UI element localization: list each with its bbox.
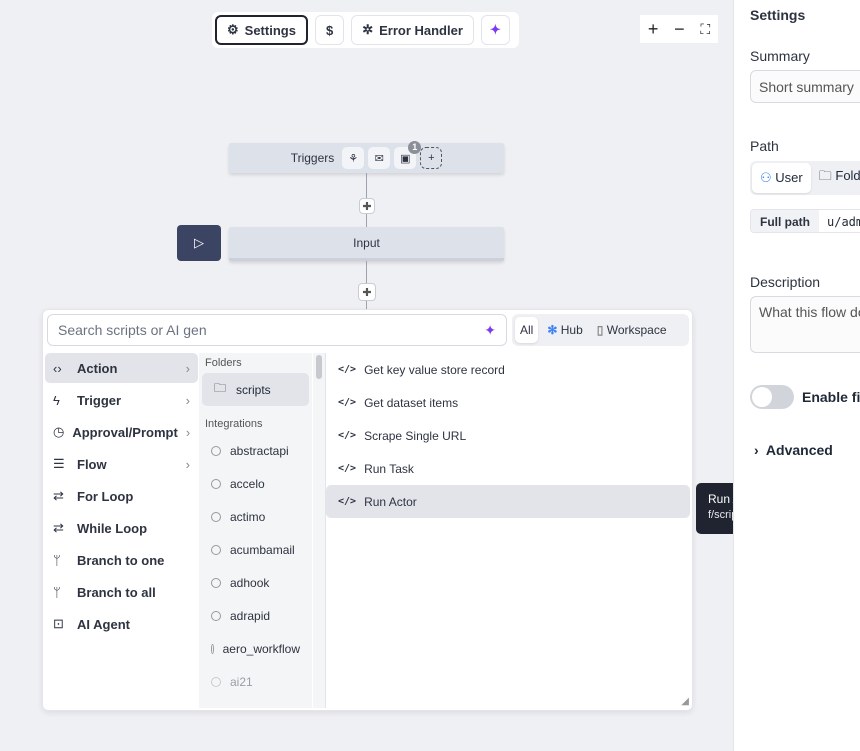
full-path-value[interactable]: u/admin	[827, 215, 860, 229]
integration-item[interactable]: ai21	[199, 665, 312, 698]
integration-icon	[211, 676, 221, 687]
insert-step-button[interactable]: ✚	[358, 283, 376, 301]
description-input[interactable]: What this flow does	[750, 296, 860, 353]
integration-item[interactable]: adrapid	[199, 599, 312, 632]
search-input[interactable]: Search scripts or AI gen ✦	[47, 314, 507, 346]
folder-icon: 🗀	[818, 168, 832, 183]
folders-column: Folders 🗀 scripts Integrations abstractap…	[199, 353, 312, 708]
triggers-node[interactable]: Triggers ⚘ ✉ ▣ 1 +	[229, 141, 504, 173]
script-item[interactable]: </> Run Actor	[326, 485, 690, 518]
category-while-loop[interactable]: ⇄ While Loop	[53, 520, 148, 536]
category-approval-prompt[interactable]: ◷ Approval/Prompt ›	[53, 424, 191, 440]
integration-item[interactable]: actimo	[199, 500, 312, 533]
script-item[interactable]: </> Get key value store record	[338, 362, 505, 377]
filter-hub[interactable]: ✻ Hub	[547, 323, 583, 337]
step-picker-popover: Search scripts or AI gen ✦ All ✻ Hub ▯ Wo…	[42, 309, 693, 711]
advanced-toggle[interactable]: › Advanced	[754, 442, 833, 458]
category-branch-to-one[interactable]: ᛘ Branch to one	[53, 552, 165, 568]
git-branch-icon: ᛘ	[53, 584, 61, 600]
integration-icon	[211, 577, 221, 588]
code-icon: </>	[338, 397, 357, 408]
chevron-right-icon: ›	[185, 424, 191, 440]
zoom-controls: + − ⛶	[640, 15, 718, 43]
integration-icon	[211, 511, 221, 522]
menu-icon: ☰	[53, 456, 65, 471]
script-item[interactable]: </> Run Task	[338, 461, 414, 476]
user-icon: ⚇	[760, 170, 772, 185]
input-node[interactable]: Input	[229, 227, 504, 261]
settings-panel: Settings Summary Short summary Path ⚇ Us…	[733, 0, 860, 751]
category-trigger[interactable]: ϟ Trigger ›	[53, 392, 190, 408]
script-item[interactable]: </> Scrape Single URL	[338, 428, 467, 443]
integration-item[interactable]: accelo	[199, 467, 312, 500]
zoom-in-button[interactable]: +	[647, 18, 659, 39]
trigger-count-badge: 1	[408, 141, 422, 154]
filter-workspace[interactable]: ▯ Workspace	[596, 323, 667, 337]
test-flow-button[interactable]: ▷	[177, 225, 221, 261]
category-flow[interactable]: ☰ Flow ›	[53, 456, 190, 472]
code-icon: ‹›	[53, 360, 62, 376]
filter-all[interactable]: All	[515, 317, 539, 343]
code-icon: </>	[338, 463, 357, 474]
integration-icon	[211, 445, 221, 456]
check-circle-icon: ◷	[53, 424, 65, 439]
hub-icon: ✻	[547, 323, 558, 337]
folder-scripts[interactable]: 🗀 scripts	[202, 373, 309, 406]
fit-view-button[interactable]: ⛶	[700, 20, 711, 37]
chevron-right-icon: ›	[185, 360, 190, 376]
code-icon: </>	[338, 364, 357, 375]
scrollbar[interactable]	[313, 353, 326, 708]
code-icon: </>	[338, 496, 357, 507]
bug-icon: ✲	[362, 22, 374, 37]
chevron-right-icon: ›	[185, 456, 190, 472]
repeat-icon: ⇄	[53, 488, 64, 503]
source-filter: All ✻ Hub ▯ Workspace	[512, 314, 689, 346]
folder-icon: 🗀	[214, 381, 227, 395]
workspace-icon: ▯	[596, 323, 604, 337]
mail-icon[interactable]: ✉	[368, 147, 391, 169]
bot-icon: ⊡	[53, 616, 64, 631]
calendar-icon[interactable]: ▣ 1	[394, 141, 422, 169]
repeat-icon: ⇄	[53, 520, 64, 535]
integration-icon	[211, 643, 214, 654]
script-item[interactable]: </> Get dataset items	[338, 395, 459, 410]
category-action[interactable]: ‹› Action ›	[45, 353, 198, 383]
settings-button[interactable]: ⚙ Settings	[215, 15, 308, 45]
insert-step-button[interactable]: ✚	[359, 198, 375, 214]
cost-button[interactable]: $	[314, 15, 345, 45]
integration-icon	[211, 610, 221, 621]
category-ai-agent[interactable]: ⊡ AI Agent	[53, 616, 130, 632]
panel-title: Settings	[750, 7, 806, 23]
flow-toolbar: ⚙ Settings $ ✲ Error Handler ✦	[212, 12, 519, 48]
category-for-loop[interactable]: ⇄ For Loop	[53, 488, 134, 504]
ai-wand-button[interactable]: ✦	[480, 15, 510, 45]
path-folder-tab[interactable]: 🗀 Folder	[818, 168, 860, 183]
integration-item[interactable]: aero_workflow	[199, 632, 312, 665]
zap-icon: ϟ	[53, 392, 60, 408]
integration-icon	[211, 478, 221, 489]
error-handler-button[interactable]: ✲ Error Handler	[351, 15, 474, 45]
category-branch-to-all[interactable]: ᛘ Branch to all	[53, 584, 156, 600]
ai-wand-icon[interactable]: ✦	[484, 321, 496, 338]
chevron-right-icon: ›	[185, 392, 190, 408]
integration-item[interactable]: abstractapi	[199, 434, 312, 467]
integration-icon	[211, 544, 221, 555]
code-icon: </>	[338, 430, 357, 441]
path-user-tab[interactable]: ⚇ User	[752, 163, 811, 193]
integration-item[interactable]: acumbamail	[199, 533, 312, 566]
add-trigger-button[interactable]: +	[420, 147, 443, 169]
gear-icon: ⚙	[227, 22, 239, 37]
integration-item[interactable]: adhook	[199, 566, 312, 599]
fixed-inputs-toggle[interactable]	[750, 385, 794, 409]
summary-input[interactable]: Short summary	[750, 70, 860, 103]
resize-handle[interactable]: ◢	[681, 696, 689, 707]
git-branch-icon: ᛘ	[53, 552, 61, 568]
zoom-out-button[interactable]: −	[674, 18, 685, 39]
webhook-icon[interactable]: ⚘	[342, 147, 365, 169]
